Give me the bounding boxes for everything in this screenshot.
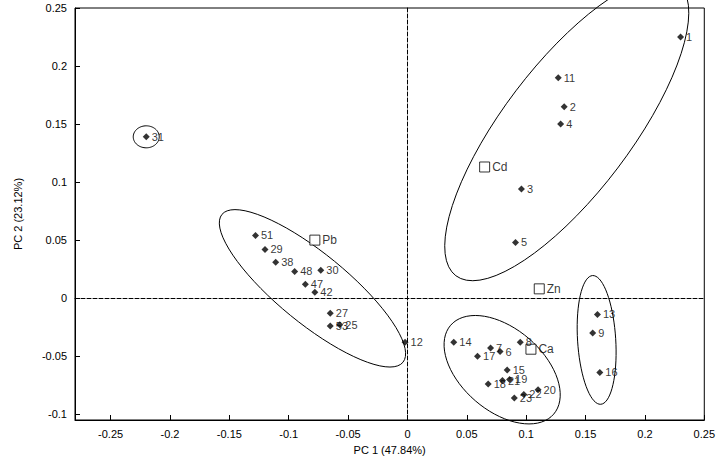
- svg-text:Cd: Cd: [492, 160, 507, 174]
- svg-text:0.2: 0.2: [52, 60, 67, 72]
- svg-text:2: 2: [570, 101, 576, 113]
- svg-text:0.1: 0.1: [519, 428, 534, 440]
- svg-text:31: 31: [152, 131, 164, 143]
- svg-text:-0.1: -0.1: [279, 428, 298, 440]
- svg-text:12: 12: [411, 336, 423, 348]
- svg-text:3: 3: [527, 183, 533, 195]
- svg-text:23: 23: [520, 392, 532, 404]
- svg-text:16: 16: [605, 366, 617, 378]
- svg-text:17: 17: [483, 350, 495, 362]
- svg-text:4: 4: [566, 118, 572, 130]
- svg-text:-0.2: -0.2: [161, 428, 180, 440]
- svg-text:22: 22: [529, 388, 542, 401]
- svg-text:47: 47: [310, 278, 324, 291]
- svg-text:27: 27: [336, 307, 348, 319]
- svg-text:Zn: Zn: [547, 282, 561, 296]
- svg-text:PC 2 (23.12%): PC 2 (23.12%): [12, 178, 24, 250]
- svg-text:8: 8: [526, 336, 532, 348]
- svg-text:9: 9: [598, 327, 604, 339]
- svg-text:38: 38: [281, 256, 293, 268]
- svg-text:13: 13: [603, 308, 615, 320]
- svg-text:25: 25: [345, 318, 358, 331]
- svg-text:20: 20: [544, 384, 556, 396]
- svg-text:0.1: 0.1: [52, 176, 67, 188]
- svg-text:30: 30: [326, 264, 338, 276]
- svg-text:-0.05: -0.05: [42, 350, 67, 362]
- svg-text:-0.05: -0.05: [336, 428, 361, 440]
- svg-text:Pb: Pb: [322, 233, 337, 247]
- svg-text:0.05: 0.05: [456, 428, 477, 440]
- svg-text:0.25: 0.25: [46, 2, 67, 14]
- svg-text:19: 19: [515, 373, 528, 386]
- svg-text:6: 6: [506, 346, 512, 358]
- svg-text:-0.25: -0.25: [98, 428, 123, 440]
- svg-text:11: 11: [564, 72, 575, 84]
- svg-text:1: 1: [686, 31, 692, 43]
- svg-text:5: 5: [521, 236, 527, 248]
- svg-text:48: 48: [300, 265, 312, 277]
- svg-text:0.15: 0.15: [46, 118, 67, 130]
- svg-text:Ca: Ca: [538, 342, 554, 356]
- svg-text:0: 0: [404, 428, 410, 440]
- svg-text:0.2: 0.2: [637, 428, 652, 440]
- svg-text:PC 1 (47.84%): PC 1 (47.84%): [354, 444, 426, 456]
- svg-text:29: 29: [270, 243, 282, 255]
- svg-text:-0.1: -0.1: [48, 408, 67, 420]
- svg-text:0.15: 0.15: [575, 428, 596, 440]
- svg-text:0: 0: [61, 292, 67, 304]
- svg-text:0.05: 0.05: [46, 234, 67, 246]
- svg-text:0.25: 0.25: [694, 428, 715, 440]
- svg-text:51: 51: [261, 229, 273, 241]
- svg-text:53: 53: [336, 320, 348, 332]
- svg-text:18: 18: [494, 378, 506, 390]
- svg-text:-0.15: -0.15: [217, 428, 242, 440]
- svg-text:21: 21: [508, 375, 520, 387]
- svg-text:7: 7: [496, 342, 502, 354]
- svg-text:14: 14: [459, 336, 471, 348]
- svg-text:42: 42: [320, 286, 332, 298]
- svg-text:15: 15: [512, 364, 525, 377]
